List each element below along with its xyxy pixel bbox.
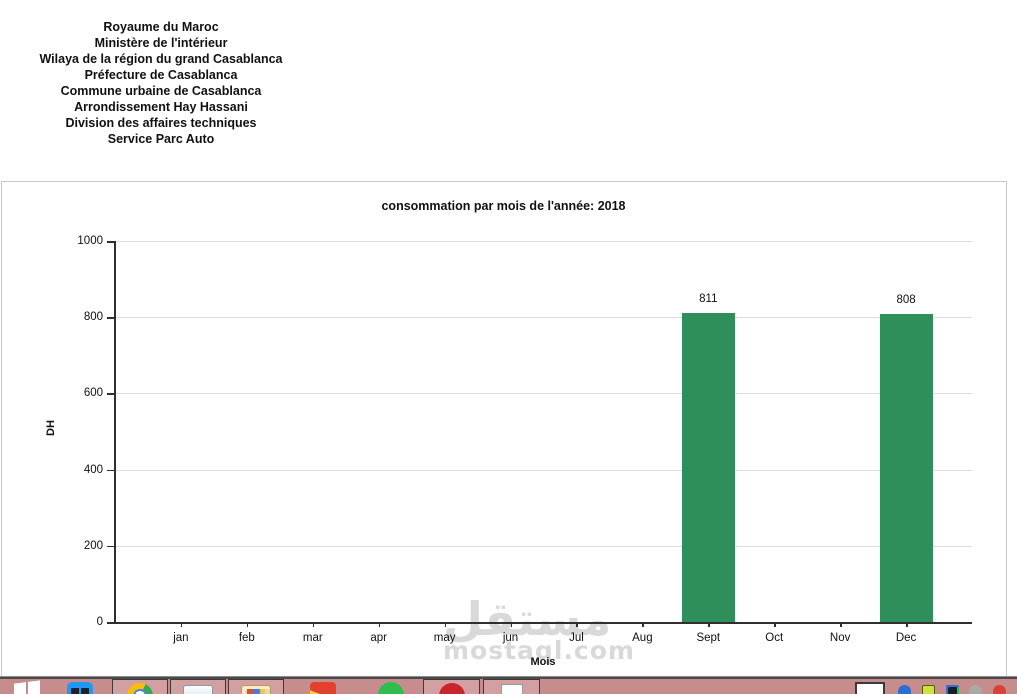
watermark-arabic-text: مستقل xyxy=(443,592,612,646)
x-axis-line xyxy=(114,622,972,624)
file-explorer-icon xyxy=(183,685,213,694)
chrome-icon xyxy=(127,683,153,694)
header-line-5: Commune urbaine de Casablanca xyxy=(60,84,262,98)
header-line-6: Arrondissement Hay Hassani xyxy=(74,100,248,114)
taskbar-item-red-app[interactable] xyxy=(423,679,480,694)
x-tick-jul xyxy=(576,622,578,627)
header-line-8: Service Parc Auto xyxy=(107,132,215,146)
y-tick-400 xyxy=(107,469,114,472)
x-tick-jun xyxy=(510,622,513,627)
tray-white-window[interactable] xyxy=(855,682,885,694)
bar-value-dec: 808 xyxy=(896,294,916,306)
y-axis-line xyxy=(114,241,116,624)
red-app-icon xyxy=(438,683,465,694)
y-tick-200 xyxy=(107,545,114,548)
taskbar-item-colorful-app[interactable] xyxy=(294,679,352,694)
x-tick-may xyxy=(444,622,447,627)
tv-app-icon xyxy=(67,682,93,694)
chart-panel xyxy=(1,181,1007,693)
y-tick-label-1000: 1000 xyxy=(77,235,103,247)
x-tick-label-jan: jan xyxy=(173,632,189,644)
mostaql-watermark: مستقل mostaql.com xyxy=(443,593,635,663)
gridline-1000 xyxy=(115,241,972,242)
header-line-3: Wilaya de la région du grand Casablanca xyxy=(39,52,283,66)
header-line-4: Préfecture de Casablanca xyxy=(84,68,238,82)
gridline-400 xyxy=(115,469,972,471)
header-line-1: Royaume du Maroc xyxy=(103,20,219,34)
x-tick-mar xyxy=(312,622,315,627)
x-tick-label-oct: Oct xyxy=(765,632,784,644)
y-tick-label-0: 0 xyxy=(96,616,103,628)
gridline-600 xyxy=(115,393,972,395)
taskbar-item-whatsapp[interactable] xyxy=(362,679,420,694)
tray-icon-dark[interactable] xyxy=(946,685,959,694)
x-tick-dec xyxy=(906,622,908,627)
y-tick-1000 xyxy=(107,241,114,243)
colorful-app-icon xyxy=(310,682,336,694)
tray-icon-gray[interactable] xyxy=(969,685,982,694)
start-button[interactable] xyxy=(6,679,48,694)
taskbar-item-document-app[interactable] xyxy=(483,679,540,694)
x-tick-label-dec: Dec xyxy=(895,632,917,644)
taskbar-item-tv-app[interactable] xyxy=(56,679,104,694)
folder-icon xyxy=(241,685,271,694)
x-axis-label: Mois xyxy=(530,656,556,668)
tray-icon-blue[interactable] xyxy=(898,685,911,694)
x-tick-apr xyxy=(378,622,381,627)
x-tick-label-jul: Jul xyxy=(569,632,584,644)
taskbar-item-folder[interactable] xyxy=(228,679,284,694)
bar-value-sept: 811 xyxy=(699,293,718,305)
x-tick-oct xyxy=(774,622,776,627)
header-line-2: Ministère de l'intérieur xyxy=(94,36,228,50)
y-tick-label-800: 800 xyxy=(83,311,103,324)
document-app-icon xyxy=(500,684,523,694)
gridline-200 xyxy=(115,545,972,547)
x-tick-label-jun: jun xyxy=(502,632,519,644)
x-tick-label-apr: apr xyxy=(370,632,387,644)
bar-dec xyxy=(879,314,933,622)
y-tick-label-200: 200 xyxy=(83,539,103,552)
taskbar[interactable] xyxy=(0,676,1017,694)
watermark-latin-text: mostaql.com xyxy=(443,636,635,665)
y-axis-label: DH xyxy=(45,420,57,436)
header-line-7: Division des affaires techniques xyxy=(65,116,257,130)
x-tick-jan xyxy=(180,622,183,627)
x-tick-label-sept: Sept xyxy=(696,632,721,644)
x-tick-label-may: may xyxy=(433,632,456,644)
y-tick-800 xyxy=(107,317,114,319)
windows-logo-icon xyxy=(14,680,40,694)
y-tick-0 xyxy=(107,622,114,624)
administrative-header: Royaume du Maroc Ministère de l'intérieur… xyxy=(0,19,322,147)
taskbar-item-file-explorer[interactable] xyxy=(170,679,226,694)
x-tick-aug xyxy=(642,622,644,627)
y-tick-label-600: 600 xyxy=(83,387,103,400)
x-tick-label-feb: feb xyxy=(238,632,255,644)
x-tick-sept xyxy=(708,622,710,627)
tray-icon-yellow[interactable] xyxy=(922,685,935,694)
x-tick-feb xyxy=(246,622,249,627)
chart-title: consommation par mois de l'année: 2018 xyxy=(381,199,626,213)
taskbar-item-chrome[interactable] xyxy=(112,679,168,694)
x-tick-label-mar: mar xyxy=(302,632,323,644)
y-tick-label-400: 400 xyxy=(83,463,103,476)
y-tick-600 xyxy=(107,393,114,395)
gridline-800 xyxy=(115,317,972,319)
tray-icon-red[interactable] xyxy=(993,685,1006,694)
x-tick-label-aug: Aug xyxy=(632,632,653,644)
x-tick-label-nov: Nov xyxy=(829,632,851,644)
whatsapp-icon xyxy=(378,682,404,694)
bar-sept xyxy=(681,313,735,622)
x-tick-nov xyxy=(840,622,842,627)
